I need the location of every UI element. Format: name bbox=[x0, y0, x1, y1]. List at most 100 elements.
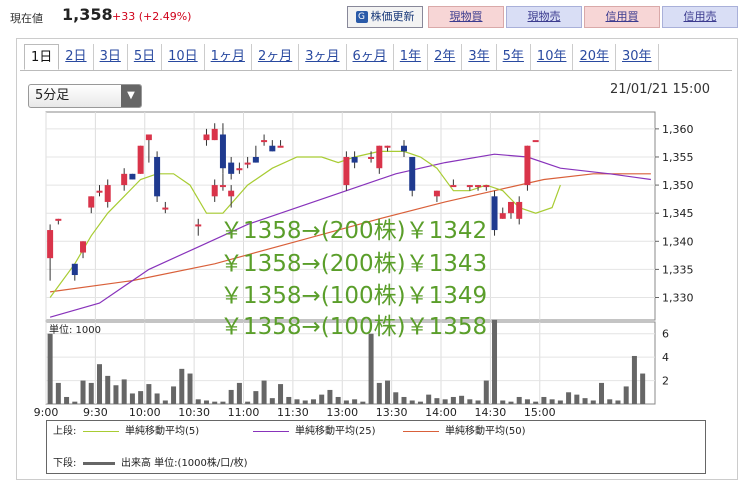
x-tick-label: 10:30 bbox=[178, 406, 210, 419]
tab-11[interactable]: 3年 bbox=[462, 44, 497, 70]
spot-sell-button[interactable]: 現物売 bbox=[506, 6, 582, 28]
tab-0[interactable]: 1日 bbox=[24, 44, 60, 70]
volume-bar bbox=[253, 391, 259, 404]
y-tick-label: 1,335 bbox=[662, 263, 694, 276]
volume-bar bbox=[393, 392, 399, 404]
candle-body bbox=[96, 190, 103, 193]
volume-bar bbox=[171, 386, 177, 404]
candle-body bbox=[211, 128, 218, 141]
tab-9[interactable]: 1年 bbox=[394, 44, 429, 70]
legend-upper-label: 上段: bbox=[53, 426, 77, 437]
tab-2[interactable]: 3日 bbox=[94, 44, 128, 70]
candle-body bbox=[145, 134, 152, 141]
volume-bar bbox=[245, 401, 251, 404]
volume-bar bbox=[508, 401, 514, 404]
tab-3[interactable]: 5日 bbox=[128, 44, 163, 70]
volume-bar bbox=[121, 379, 127, 404]
candle-body bbox=[475, 185, 482, 188]
tab-6[interactable]: 2ヶ月 bbox=[252, 44, 300, 70]
volume-bar bbox=[385, 380, 391, 404]
x-tick-label: 14:30 bbox=[475, 406, 507, 419]
candle-body bbox=[80, 241, 87, 253]
volume-bar bbox=[55, 382, 61, 404]
candle-body bbox=[376, 145, 383, 169]
volume-bar bbox=[582, 398, 588, 404]
tab-12[interactable]: 5年 bbox=[497, 44, 531, 70]
volume-bar bbox=[459, 395, 465, 404]
price-label: 現在値 bbox=[10, 12, 43, 25]
volume-bar bbox=[434, 398, 440, 404]
volume-bar bbox=[599, 382, 605, 404]
candle-body bbox=[507, 201, 514, 214]
candle-body bbox=[129, 173, 136, 180]
volume-bar bbox=[80, 380, 86, 404]
candle-body bbox=[351, 156, 358, 163]
refresh-button[interactable]: G 株価更新 bbox=[347, 6, 423, 28]
x-tick-label: 13:30 bbox=[376, 406, 408, 419]
volume-bar bbox=[327, 389, 333, 404]
volume-bar bbox=[500, 400, 506, 404]
tab-7[interactable]: 3ヶ月 bbox=[299, 44, 347, 70]
legend-ma50-label: 単純移動平均(50) bbox=[445, 426, 526, 437]
volume-bar bbox=[187, 373, 193, 404]
tab-14[interactable]: 20年 bbox=[573, 44, 617, 70]
interval-select[interactable]: 5分足 ▼ bbox=[28, 84, 142, 108]
volume-bar bbox=[401, 396, 407, 404]
candle-body bbox=[409, 156, 416, 191]
tab-1[interactable]: 2日 bbox=[59, 44, 94, 70]
tab-5[interactable]: 1ヶ月 bbox=[205, 44, 252, 70]
refresh-label: 株価更新 bbox=[370, 10, 415, 23]
tab-4[interactable]: 10日 bbox=[162, 44, 205, 70]
y-tick-label: 1,345 bbox=[662, 207, 694, 220]
margin-buy-button[interactable]: 信用買 bbox=[584, 6, 660, 28]
volume-bar bbox=[220, 401, 226, 404]
candle-body bbox=[252, 156, 259, 163]
x-tick-label: 9:00 bbox=[34, 406, 59, 419]
candle-body bbox=[137, 145, 144, 174]
candle-body bbox=[121, 173, 128, 186]
volume-bar bbox=[360, 401, 366, 404]
volume-bar bbox=[615, 400, 621, 404]
volume-bar bbox=[47, 333, 53, 404]
price-value: 1,358 bbox=[62, 5, 113, 24]
legend-ma50: 単純移動平均(50) bbox=[403, 425, 526, 439]
tab-divider bbox=[20, 70, 732, 71]
tab-10[interactable]: 2年 bbox=[428, 44, 463, 70]
volume-bar bbox=[105, 375, 111, 404]
margin-sell-button[interactable]: 信用売 bbox=[662, 6, 738, 28]
tab-13[interactable]: 10年 bbox=[531, 44, 574, 70]
volume-bar bbox=[352, 399, 358, 404]
volume-bar bbox=[574, 394, 580, 404]
candle-body bbox=[483, 185, 490, 188]
x-tick-label: 13:00 bbox=[326, 406, 358, 419]
candle-body bbox=[162, 207, 169, 210]
legend-ma25-label: 単純移動平均(25) bbox=[295, 426, 376, 437]
spot-buy-button[interactable]: 現物買 bbox=[428, 6, 504, 28]
candle-body bbox=[450, 185, 457, 188]
candle-body bbox=[219, 185, 226, 188]
volume-y-tick-label: 2 bbox=[662, 375, 669, 388]
period-tabs: 1日 2日 3日 5日 10日 1ヶ月 2ヶ月 3ヶ月 6ヶ月 1年 2年 3年 5年 10年 20年 30年 bbox=[24, 44, 659, 70]
candle-body bbox=[203, 134, 210, 141]
legend-volume: 出来高 単位:(1000株/口/枚) bbox=[83, 457, 248, 471]
volume-bar bbox=[426, 394, 432, 404]
volume-bar bbox=[212, 401, 218, 404]
y-tick-label: 1,330 bbox=[662, 292, 694, 305]
volume-bar bbox=[541, 396, 547, 404]
candle-body bbox=[516, 201, 523, 219]
volume-bar bbox=[138, 391, 144, 404]
tab-8[interactable]: 6ヶ月 bbox=[347, 44, 394, 70]
volume-bar bbox=[294, 399, 300, 404]
candle-body bbox=[71, 263, 78, 276]
volume-bar bbox=[113, 385, 119, 404]
legend-ma25: 単純移動平均(25) bbox=[253, 425, 376, 439]
tab-15[interactable]: 30年 bbox=[616, 44, 659, 70]
volume-bar bbox=[557, 400, 563, 404]
volume-bar bbox=[417, 401, 423, 404]
ma5-line bbox=[49, 150, 561, 298]
candle-body bbox=[343, 156, 350, 186]
candle-body bbox=[104, 185, 111, 202]
candle-body bbox=[244, 162, 251, 165]
candle-body bbox=[88, 196, 95, 208]
